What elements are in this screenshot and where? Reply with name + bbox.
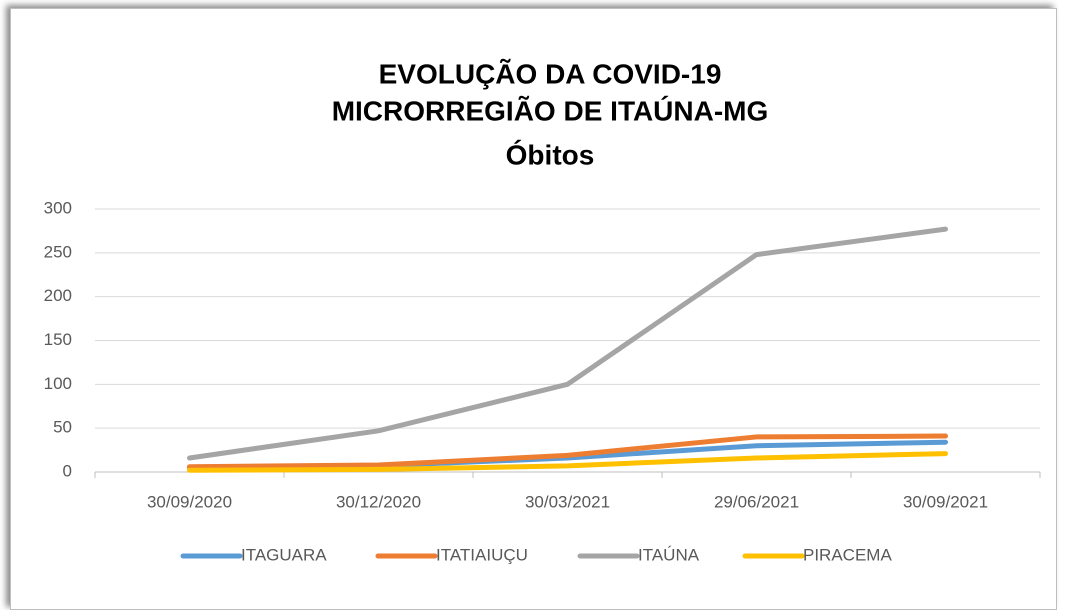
series-line [187, 226, 948, 461]
chart-title: Óbitos [506, 139, 595, 170]
series-line [187, 433, 948, 470]
y-tick-label: 300 [44, 198, 72, 217]
x-tick-label: 30/09/2020 [147, 492, 232, 511]
legend-label: ITAÚNA [638, 545, 700, 564]
x-tick-label: 30/12/2020 [336, 492, 421, 511]
chart: EVOLUÇÃO DA COVID-19 MICRORREGIÃO DE ITA… [44, 58, 1041, 564]
y-tick-label: 150 [44, 330, 72, 349]
x-tick-label: 30/09/2021 [903, 492, 988, 511]
chart-title: EVOLUÇÃO DA COVID-19 [379, 58, 722, 89]
legend-label: PIRACEMA [803, 545, 892, 564]
legend-label: ITATIAIUÇU [436, 545, 528, 564]
y-tick-label: 250 [44, 242, 72, 261]
y-tick-label: 0 [63, 461, 72, 480]
y-tick-label: 50 [53, 418, 72, 437]
chart-title: MICRORREGIÃO DE ITAÚNA-MG [332, 95, 769, 126]
series-line [187, 451, 948, 473]
page: EVOLUÇÃO DA COVID-19 MICRORREGIÃO DE ITA… [10, 8, 1057, 610]
x-tick-label: 29/06/2021 [714, 492, 799, 511]
y-tick-label: 200 [44, 286, 72, 305]
y-tick-label: 100 [44, 374, 72, 393]
chart-frame [10, 8, 1057, 610]
legend-label: ITAGUARA [241, 545, 327, 564]
x-tick-label: 30/03/2021 [525, 492, 610, 511]
